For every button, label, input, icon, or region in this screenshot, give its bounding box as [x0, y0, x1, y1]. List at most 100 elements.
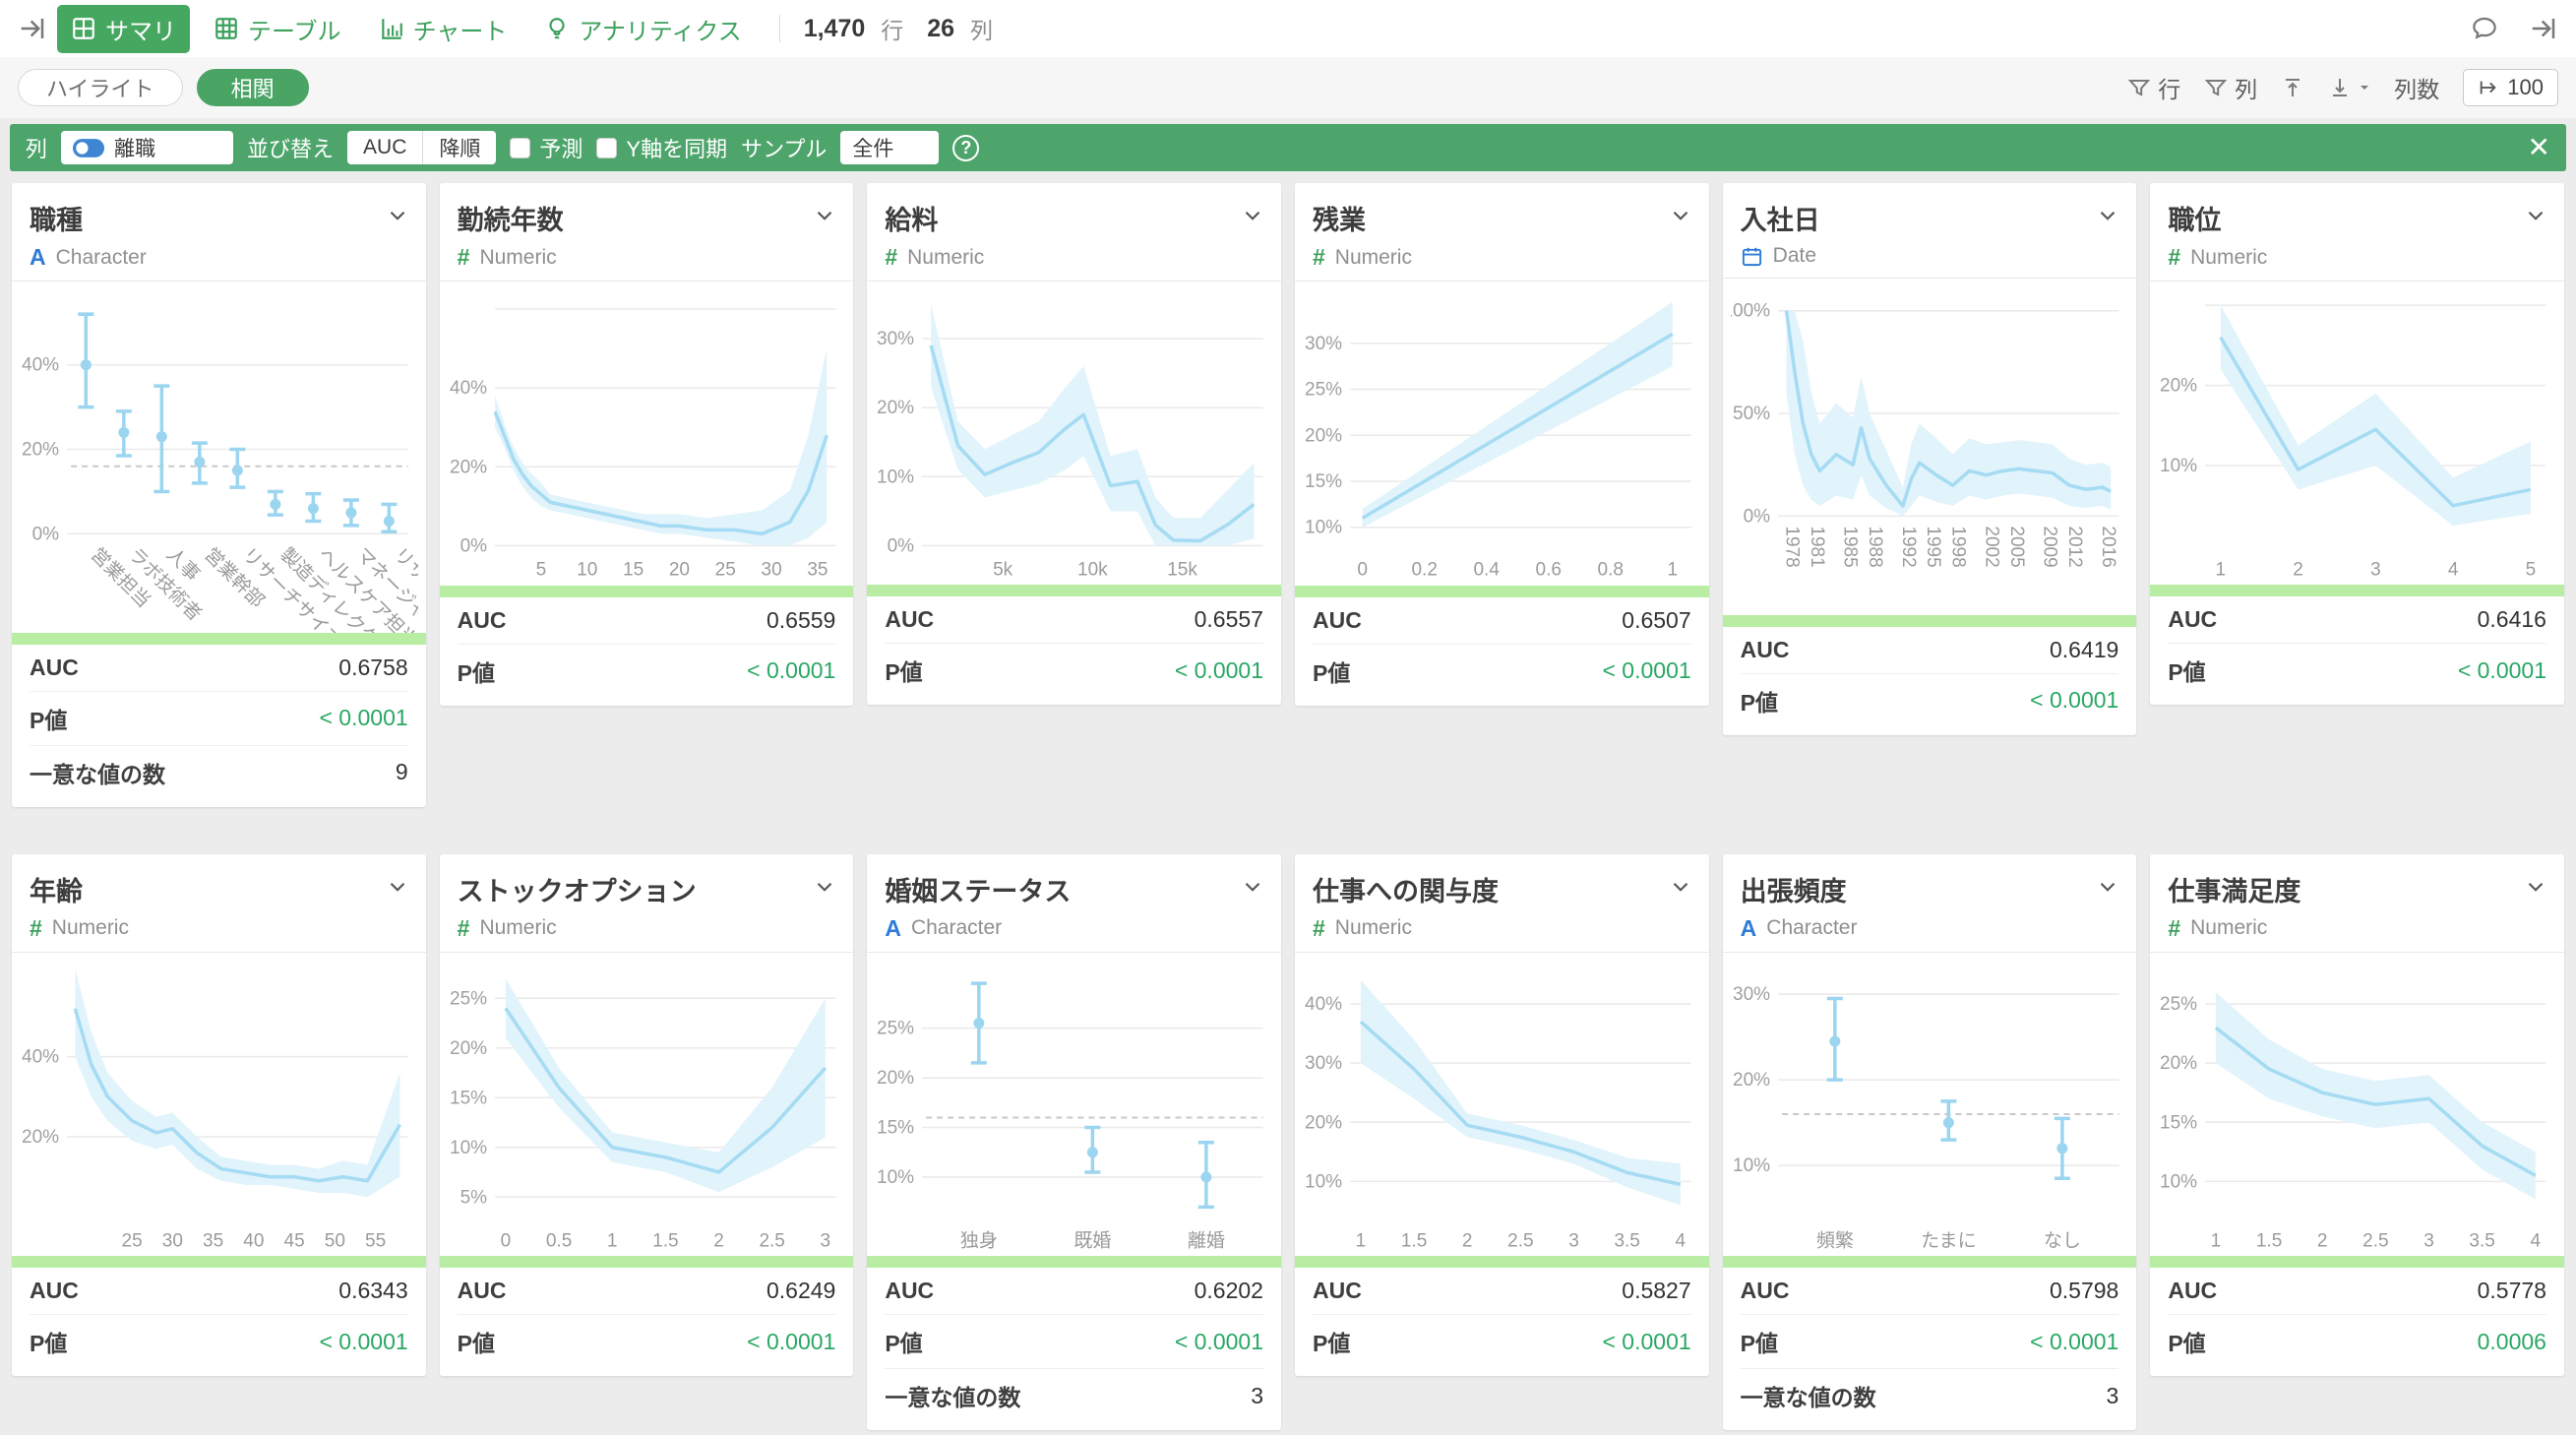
column-limit-box[interactable]: 100: [2463, 69, 2558, 106]
stat-label: AUC: [885, 1278, 935, 1304]
chevron-down-icon[interactable]: [812, 203, 837, 233]
auc-indicator-bar: [1722, 1256, 2137, 1269]
stat-label: AUC: [457, 1278, 507, 1304]
highlight-button[interactable]: ハイライト: [18, 69, 183, 106]
download-button[interactable]: [2328, 76, 2370, 99]
stat-value: 0.5778: [2477, 1278, 2546, 1304]
sync-y-axis-label: Y軸を同期: [626, 137, 728, 161]
caret-down-icon: [2361, 86, 2369, 90]
chevron-down-icon[interactable]: [2095, 203, 2120, 233]
stat-label: P値: [885, 1331, 923, 1357]
help-icon[interactable]: ?: [952, 134, 980, 161]
svg-text:25%: 25%: [450, 988, 487, 1009]
sort-order-value: 降順: [439, 138, 481, 160]
stat-label: AUC: [2168, 606, 2218, 633]
card-header: 仕事満足度 # Numeric: [2150, 854, 2564, 953]
chevron-down-icon[interactable]: [812, 874, 837, 905]
variable-card: 職種 A Character 40% 20% 0% 営業担当 ラボ技術者 人事 営業幹部 リサ…: [12, 183, 426, 807]
svg-text:25%: 25%: [2160, 994, 2197, 1015]
stat-label: 一意な値の数: [1740, 1385, 1876, 1411]
card-chart: 30% 20% 10% 頻繁 たまに なし: [1723, 953, 2137, 1257]
card-title: 給料: [885, 206, 939, 235]
variable-card: 勤続年数 # Numeric 40% 20% 0% 5 10 15 20 25 30 35 AUC…: [439, 183, 854, 706]
stat-value: < 0.0001: [747, 1328, 836, 1354]
card-title: 出張頻度: [1740, 876, 1847, 906]
svg-text:既婚: 既婚: [1074, 1229, 1112, 1251]
filter-columns-label: 列: [2235, 77, 2258, 102]
target-column-select[interactable]: 離職: [61, 131, 234, 164]
card-stats: AUC 0.6419 P値 < 0.0001: [1723, 627, 2137, 735]
svg-text:1: 1: [1356, 1230, 1367, 1251]
stat-value: < 0.0001: [1174, 656, 1263, 683]
sync-y-axis-checkbox[interactable]: Y軸を同期: [596, 132, 727, 163]
column-type-icon: #: [1312, 244, 1325, 270]
sort-order-select[interactable]: 降順: [422, 131, 496, 164]
svg-text:20%: 20%: [22, 1127, 59, 1148]
upload-button[interactable]: [2281, 76, 2304, 99]
chevron-down-icon[interactable]: [385, 874, 410, 905]
svg-text:0%: 0%: [888, 535, 915, 556]
tab-chart-label: チャート: [412, 18, 508, 45]
stat-value: 0.0006: [2477, 1328, 2546, 1354]
card-type: # Numeric: [885, 244, 1263, 271]
variable-card: 職位 # Numeric 20% 10% 1 2 3 4 5 AUC 0.6416 P値 < 0.…: [2150, 183, 2564, 706]
chevron-down-icon[interactable]: [2523, 203, 2548, 233]
svg-text:2009: 2009: [2039, 526, 2059, 567]
column-type-label: Numeric: [479, 245, 557, 269]
svg-text:たまに: たまに: [1921, 1230, 1976, 1251]
svg-text:10%: 10%: [877, 467, 914, 487]
filter-rows-button[interactable]: 行: [2127, 71, 2180, 104]
stat-label: AUC: [1740, 636, 1790, 662]
chevron-down-icon[interactable]: [1668, 874, 1693, 905]
stat-label: 一意な値の数: [30, 761, 165, 787]
card-stats: AUC 0.5798 P値 < 0.0001 一意な値の数 3: [1723, 1268, 2137, 1430]
tab-table-label: テーブル: [248, 18, 341, 45]
stat-row: P値 0.0006: [2168, 1315, 2546, 1368]
svg-text:0.5: 0.5: [546, 1230, 572, 1251]
svg-text:0.6: 0.6: [1535, 559, 1561, 580]
chevron-down-icon[interactable]: [1668, 203, 1693, 233]
card-chart: 40% 20% 0% 5 10 15 20 25 30 35: [440, 281, 854, 586]
card-header: 職種 A Character: [12, 183, 426, 281]
tab-analytics[interactable]: アナリティクス: [530, 5, 755, 53]
chevron-down-icon[interactable]: [2095, 874, 2120, 905]
row-count-unit: 行: [881, 18, 904, 43]
chevron-down-icon[interactable]: [2523, 874, 2548, 905]
column-type-icon: A: [30, 244, 46, 270]
sort-control: AUC 降順: [347, 131, 497, 164]
chevron-down-icon[interactable]: [385, 203, 410, 233]
chevron-down-icon[interactable]: [1240, 874, 1265, 905]
svg-text:0.8: 0.8: [1598, 559, 1624, 580]
svg-text:4: 4: [1676, 1230, 1687, 1251]
collapse-right-panel-icon[interactable]: [2529, 14, 2558, 43]
comment-icon[interactable]: [2470, 14, 2499, 43]
sort-by-value: AUC: [363, 136, 407, 158]
stat-value: 0.5827: [1622, 1278, 1691, 1304]
tab-summary[interactable]: サマリ: [57, 4, 190, 53]
card-title: 仕事満足度: [2168, 876, 2301, 906]
stat-value: < 0.0001: [1174, 1328, 1263, 1354]
predict-checkbox[interactable]: 予測: [510, 132, 583, 163]
chevron-down-icon[interactable]: [1240, 203, 1265, 233]
svg-text:25%: 25%: [1305, 380, 1342, 401]
stat-label: AUC: [457, 606, 507, 633]
sample-select[interactable]: 全件: [840, 131, 940, 164]
stat-label: P値: [2168, 659, 2206, 686]
tab-table[interactable]: テーブル: [200, 5, 355, 53]
close-icon[interactable]: ✕: [2527, 132, 2550, 162]
tab-summary-label: サマリ: [105, 18, 176, 45]
collapse-panel-icon[interactable]: [18, 14, 47, 43]
stat-value: < 0.0001: [2457, 656, 2546, 683]
stat-label: P値: [885, 659, 923, 686]
tab-chart[interactable]: チャート: [365, 5, 521, 53]
stat-label: AUC: [1312, 606, 1362, 633]
sort-by-select[interactable]: AUC: [347, 131, 422, 164]
auc-indicator-bar: [867, 585, 1281, 597]
svg-text:45: 45: [284, 1230, 305, 1251]
svg-text:10%: 10%: [450, 1137, 487, 1157]
divider: [778, 15, 780, 42]
svg-text:25: 25: [714, 559, 735, 580]
correlation-button[interactable]: 相関: [196, 69, 309, 106]
variable-card: 給料 # Numeric 30% 20% 10% 0% 5k 10k 15k AUC 0.65…: [867, 183, 1281, 706]
filter-columns-button[interactable]: 列: [2204, 71, 2257, 104]
